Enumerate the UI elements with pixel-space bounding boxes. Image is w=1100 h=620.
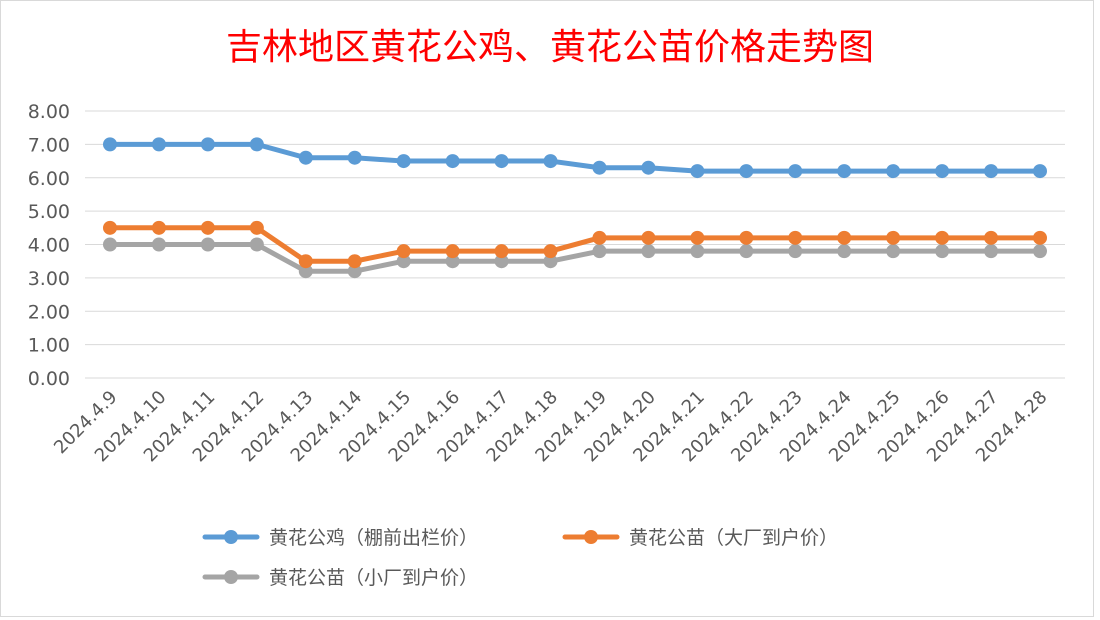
data-point <box>641 230 656 245</box>
chart-title: 吉林地区黄花公鸡、黄花公苗价格走势图 <box>226 27 874 68</box>
y-tick-label: 2.00 <box>28 301 70 323</box>
data-point <box>837 230 852 245</box>
data-point <box>984 230 999 245</box>
data-point <box>298 254 313 269</box>
data-point <box>837 164 852 179</box>
data-point <box>984 244 999 259</box>
data-point <box>739 230 754 245</box>
data-point <box>200 220 215 235</box>
legend-label: 黄花公苗（小厂到户价） <box>269 567 478 589</box>
data-point <box>298 264 313 279</box>
data-point <box>1033 164 1047 179</box>
data-point <box>886 230 901 245</box>
data-point <box>494 154 509 169</box>
legend-item: 黄花公鸡（棚前出栏价） <box>202 527 478 549</box>
data-point <box>788 244 803 259</box>
data-point <box>396 254 411 269</box>
data-point <box>543 254 558 269</box>
y-tick-label: 8.00 <box>28 101 70 123</box>
data-point <box>396 244 411 259</box>
data-point <box>690 230 705 245</box>
data-point <box>592 244 607 259</box>
data-point <box>543 154 558 169</box>
data-point <box>641 244 656 259</box>
data-point <box>837 244 852 259</box>
data-point <box>151 220 166 235</box>
y-tick-label: 4.00 <box>28 235 70 257</box>
data-point <box>543 244 558 259</box>
data-point <box>1033 230 1047 245</box>
y-tick-label: 6.00 <box>28 168 70 190</box>
data-point <box>592 230 607 245</box>
data-point <box>739 164 754 179</box>
data-point <box>935 164 950 179</box>
legend: 黄花公鸡（棚前出栏价） 黄花公苗（大厂到户价） 黄花公苗（小厂到户价） <box>202 527 838 589</box>
legend-swatch-marker <box>224 530 238 544</box>
series-lines <box>103 137 1047 279</box>
y-tick-label: 3.00 <box>28 268 70 290</box>
data-point <box>103 237 117 252</box>
series-line <box>107 225 1043 264</box>
y-axis: 0.00 1.00 2.00 3.00 4.00 5.00 6.00 7.00 8.00 <box>28 101 70 390</box>
legend-item: 黄花公苗（大厂到户价） <box>562 527 838 549</box>
series-line <box>107 141 1043 174</box>
data-point <box>788 230 803 245</box>
data-point <box>347 254 362 269</box>
data-point <box>690 164 705 179</box>
data-point <box>249 137 264 152</box>
legend-swatch-marker <box>224 570 238 584</box>
data-point <box>445 154 460 169</box>
data-point <box>494 254 509 269</box>
data-point <box>494 244 509 259</box>
data-point <box>690 244 705 259</box>
data-point <box>200 137 215 152</box>
data-point <box>886 164 901 179</box>
y-tick-label: 5.00 <box>28 201 70 223</box>
data-point <box>1033 244 1047 259</box>
y-tick-label: 0.00 <box>28 368 70 390</box>
data-point <box>935 244 950 259</box>
series-2 <box>103 220 1047 269</box>
data-point <box>935 230 950 245</box>
data-point <box>739 244 754 259</box>
series-1 <box>103 137 1047 179</box>
data-point <box>445 244 460 259</box>
data-point <box>298 150 313 165</box>
data-point <box>641 160 656 175</box>
data-point <box>347 264 362 279</box>
legend-item: 黄花公苗（小厂到户价） <box>202 567 478 589</box>
data-point <box>396 154 411 169</box>
series-line <box>107 242 1043 274</box>
data-point <box>347 150 362 165</box>
data-point <box>249 237 264 252</box>
series-3 <box>103 237 1047 279</box>
data-point <box>151 237 166 252</box>
data-point <box>788 164 803 179</box>
y-tick-label: 7.00 <box>28 134 70 156</box>
data-point <box>984 164 999 179</box>
data-point <box>886 244 901 259</box>
data-point <box>103 137 117 152</box>
data-point <box>445 254 460 269</box>
legend-label: 黄花公苗（大厂到户价） <box>629 527 838 549</box>
legend-label: 黄花公鸡（棚前出栏价） <box>269 527 478 549</box>
legend-swatch-marker <box>584 530 598 544</box>
data-point <box>200 237 215 252</box>
data-point <box>103 220 117 235</box>
data-point <box>592 160 607 175</box>
data-point <box>151 137 166 152</box>
data-point <box>249 220 264 235</box>
y-tick-label: 1.00 <box>28 335 70 357</box>
